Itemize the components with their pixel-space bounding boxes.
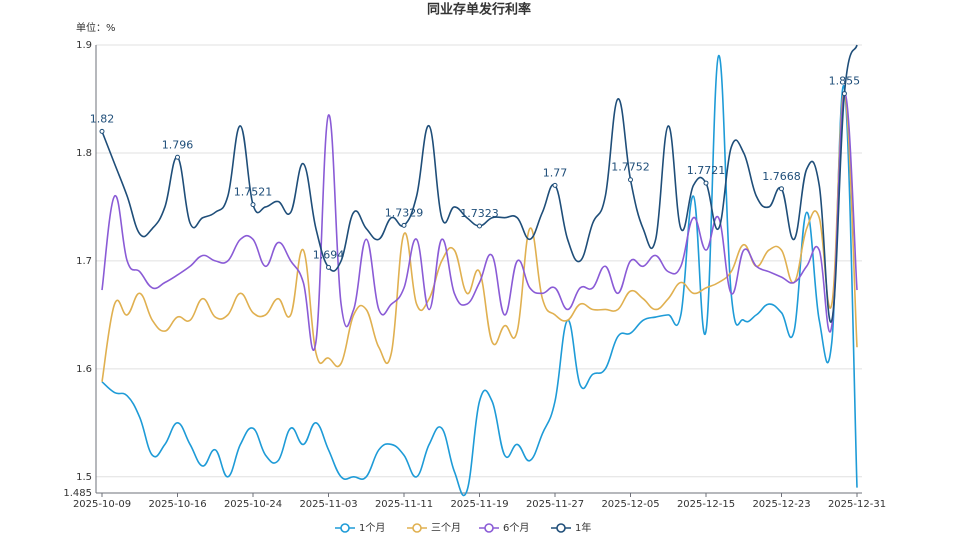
y-tick-label: 1.6 (76, 364, 92, 375)
x-tick-label: 2025-11-03 (299, 499, 357, 510)
legend-swatch-dot (484, 523, 494, 533)
point-marker (99, 128, 105, 134)
point-marker (779, 186, 784, 192)
point-marker (628, 177, 633, 183)
line-series (101, 92, 858, 352)
point-marker (841, 91, 847, 97)
x-tick-label: 2025-10-09 (73, 499, 131, 510)
y-tick-label: 1.7 (76, 256, 92, 267)
y-tick-label: 1.9 (76, 40, 92, 51)
y-tick-label: 1.485 (63, 488, 92, 499)
point-marker (401, 222, 407, 228)
legend-label: 1个月 (359, 522, 385, 534)
data-label: 1.7721 (687, 164, 726, 177)
point-marker (552, 182, 558, 188)
data-label: 1.855 (829, 75, 861, 88)
legend-swatch-dot (412, 523, 422, 533)
legend-label: 三个月 (431, 522, 461, 534)
legend-swatch-dot (340, 523, 350, 533)
point-marker (477, 223, 482, 229)
x-tick-label: 2025-10-24 (224, 499, 282, 510)
line-series (101, 54, 858, 497)
legend-label: 1年 (575, 521, 591, 534)
point-marker (175, 154, 180, 160)
x-tick-label: 2025-10-16 (148, 499, 206, 510)
data-label: 1.7668 (762, 170, 801, 183)
line-series (101, 44, 858, 323)
data-label: 1.7752 (611, 161, 650, 174)
data-label: 1.694 (313, 248, 345, 261)
chart-title: 同业存单发行利率 (427, 2, 531, 18)
x-tick-label: 2025-12-05 (601, 499, 659, 510)
y-tick-label: 1.8 (76, 148, 92, 159)
x-tick-label: 2025-11-11 (375, 499, 433, 510)
legend-swatch-dot (556, 523, 566, 533)
data-label: 1.7329 (385, 206, 424, 219)
y-tick-label: 1.5 (76, 472, 92, 483)
x-tick-label: 2025-12-31 (828, 499, 886, 510)
x-tick-label: 2025-11-27 (526, 499, 584, 510)
line-series (101, 92, 858, 382)
x-tick-label: 2025-11-19 (450, 499, 508, 510)
data-label: 1.77 (543, 166, 568, 179)
data-label: 1.796 (162, 138, 194, 151)
x-tick-label: 2025-12-23 (752, 499, 810, 510)
point-marker (703, 180, 709, 186)
data-label: 1.7521 (234, 186, 273, 199)
data-label: 1.7323 (460, 207, 499, 220)
data-label: 1.82 (90, 112, 115, 125)
point-marker (326, 264, 331, 270)
x-tick-label: 2025-12-15 (677, 499, 735, 510)
legend-label: 6个月 (503, 522, 529, 534)
point-marker (250, 202, 256, 208)
unit-label: 单位：% (76, 21, 116, 34)
